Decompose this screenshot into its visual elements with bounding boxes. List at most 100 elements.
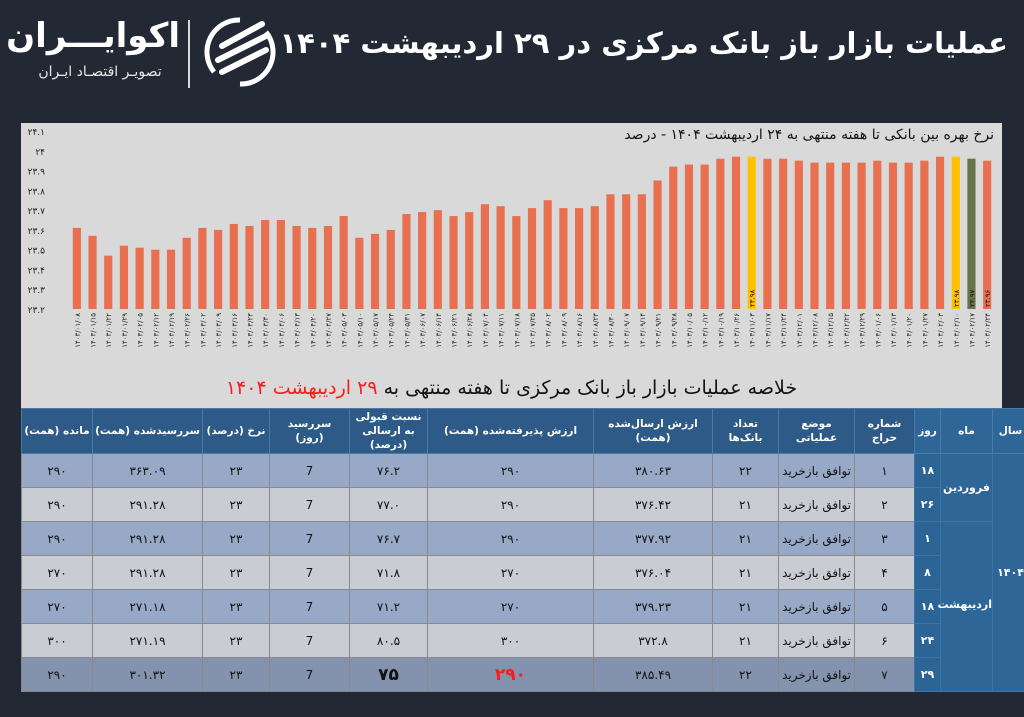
x-tick-label: ۱۴۰۳/۱۱/۲۴ [780,313,788,348]
cell-balance: ۳۰۰ [21,623,93,658]
x-tick-label: ۱۴۰۳/۰۹/۲۸ [670,313,678,348]
bar [386,229,395,309]
bar [339,216,348,309]
table-title-date: ۲۹ اردیبهشت ۱۴۰۴ [225,377,378,399]
cell-position: توافق بازخرید [778,589,855,624]
x-tick-label: ۱۴۰۳/۰۷/۲۵ [529,313,537,348]
y-tick-label: ۲۳.۳ [28,286,46,296]
bar [575,208,584,309]
cell-day: ۱۸ [914,453,941,488]
x-tick-label: ۱۴۰۳/۰۳/۳۰ [262,313,270,348]
x-tick-label: ۱۴۰۳/۰۲/۱۲ [152,313,160,348]
x-tick-label: ۱۴۰۳/۰۷/۰۴ [482,313,490,348]
cell-matured: ۳۰۱.۳۲ [92,657,203,692]
x-tick-label: ۱۴۰۳/۰۸/۲۳ [592,313,600,348]
x-tick-label: ۱۴۰۴/۰۱/۰۶ [874,313,882,348]
cell-accepted: ۲۹۰ [427,487,594,522]
cell-accepted: ۲۹۰ [427,453,594,488]
bar [810,162,819,309]
x-tick-label: ۱۴۰۳/۰۵/۱۷ [372,313,380,348]
bar [323,225,333,309]
cell-matured: ۲۹۱.۲۸ [92,555,203,590]
bar [967,158,976,309]
x-tick-label: ۱۴۰۳/۱۰/۰۵ [686,313,694,348]
bar [763,158,772,309]
x-tick-label: ۱۴۰۳/۰۴/۲۷ [325,313,333,348]
bar [527,208,537,309]
cell-auction: ۲ [854,487,915,522]
bar [355,237,364,309]
table-row: ۱۴۰۴ فروردین ۱۸ ۱ توافق بازخرید ۲۲ ۳۸۰.۶۳ ۲۹۰ ۷۶… [21,453,1024,692]
bar [873,160,882,309]
bar [716,158,725,309]
table-row: ۱۸ ۵ توافق بازخرید ۲۱ ۳۷۹.۲۳ ۲۷۰ ۷۱.۲ 7 ۲۳ ۲۷۱.۱۸… [21,589,1024,624]
x-tick-label: ۱۴۰۳/۰۲/۰۵ [137,313,145,348]
x-tick-label: ۱۴۰۳/۰۸/۰۲ [545,313,553,348]
x-tick-label: ۱۴۰۴/۰۱/۱۳ [890,313,898,348]
bar [920,160,929,309]
bar [590,206,599,309]
cell-banks: ۲۲ [712,453,779,488]
x-tick-label: ۱۴۰۳/۱۲/۱۵ [827,313,835,348]
header-banks: تعداد بانک‌ها [712,408,779,454]
cell-position: توافق بازخرید [778,623,855,658]
cell-accepted: ۲۷۰ [427,589,594,624]
header-accepted-value: ارزش پذیرفته‌شده (همت) [427,408,594,454]
cell-rate: ۲۳ [202,657,270,692]
bar [370,233,380,309]
bar [543,200,552,309]
cell-matured: ۲۹۱.۲۸ [92,521,203,556]
cell-month: فروردین [940,453,993,522]
y-tick-label: ۲۴.۱ [28,128,45,138]
cell-position: توافق بازخرید [778,453,855,488]
bar [669,166,678,309]
data-label: ۲۳.۹۸ [953,289,961,307]
cell-ratio: ۷۵ [349,657,428,692]
cell-maturity: 7 [269,555,350,590]
cell-rate: ۲۳ [202,589,270,624]
bar [904,162,913,309]
cell-day: ۸ [914,555,941,590]
x-tick-label: ۱۴۰۳/۰۴/۱۳ [294,313,302,348]
bar [747,156,756,309]
x-tick-label: ۱۴۰۳/۰۱/۲۲ [105,313,113,348]
x-tick-label: ۱۴۰۳/۱۰/۲۶ [733,313,741,348]
logo-name: اکوایـــران [6,16,180,56]
y-tick-label: ۲۴ [35,148,45,158]
cell-rate: ۲۳ [202,555,270,590]
x-tick-label: ۱۴۰۳/۰۸/۱۶ [576,313,584,348]
bar [653,180,662,309]
data-label: ۲۳.۹۸ [749,289,757,307]
x-tick-label: ۱۴۰۳/۰۱/۱۵ [90,313,98,348]
x-tick-label: ۱۴۰۳/۰۶/۲۱ [451,313,459,348]
bar [794,160,803,309]
table-row: ۸ ۴ توافق بازخرید ۲۱ ۳۷۶.۰۴ ۲۷۰ ۷۱.۸ 7 ۲۳ ۲۹۱.۲۸ ۲… [21,555,1024,590]
cell-balance: ۲۷۰ [21,589,93,624]
y-tick-label: ۲۳.۶ [28,227,46,237]
bar [276,220,285,309]
cell-banks: ۲۱ [712,623,779,658]
header-day: روز [914,408,941,454]
cell-balance: ۲۹۰ [21,487,93,522]
header-sent-value: ارزش ارسال‌شده (همت) [593,408,713,454]
bar [292,225,301,309]
bar [418,212,427,309]
header-auction-number: شماره حراج [854,408,915,454]
bar [935,156,945,309]
x-tick-label: ۱۴۰۳/۱۱/۱۷ [764,313,772,348]
bar [857,162,866,309]
cell-balance: ۲۷۰ [21,555,93,590]
bar [214,229,223,309]
cell-accepted: ۲۹۰ [427,657,594,692]
cell-maturity: 7 [269,589,350,624]
logo-mark-icon [204,17,276,87]
cell-matured: ۲۷۱.۱۹ [92,623,203,658]
bar [983,160,992,309]
x-tick-label: ۱۴۰۳/۰۵/۱۰ [356,313,364,348]
bar [229,223,238,309]
cell-sent: ۳۷۶.۰۴ [593,555,713,590]
x-tick-label: ۱۴۰۳/۰۹/۱۴ [639,313,647,348]
bar [402,214,411,309]
x-tick-label: ۱۴۰۴/۰۲/۲۴ [984,313,992,348]
cell-sent: ۳۷۲.۸ [593,623,713,658]
